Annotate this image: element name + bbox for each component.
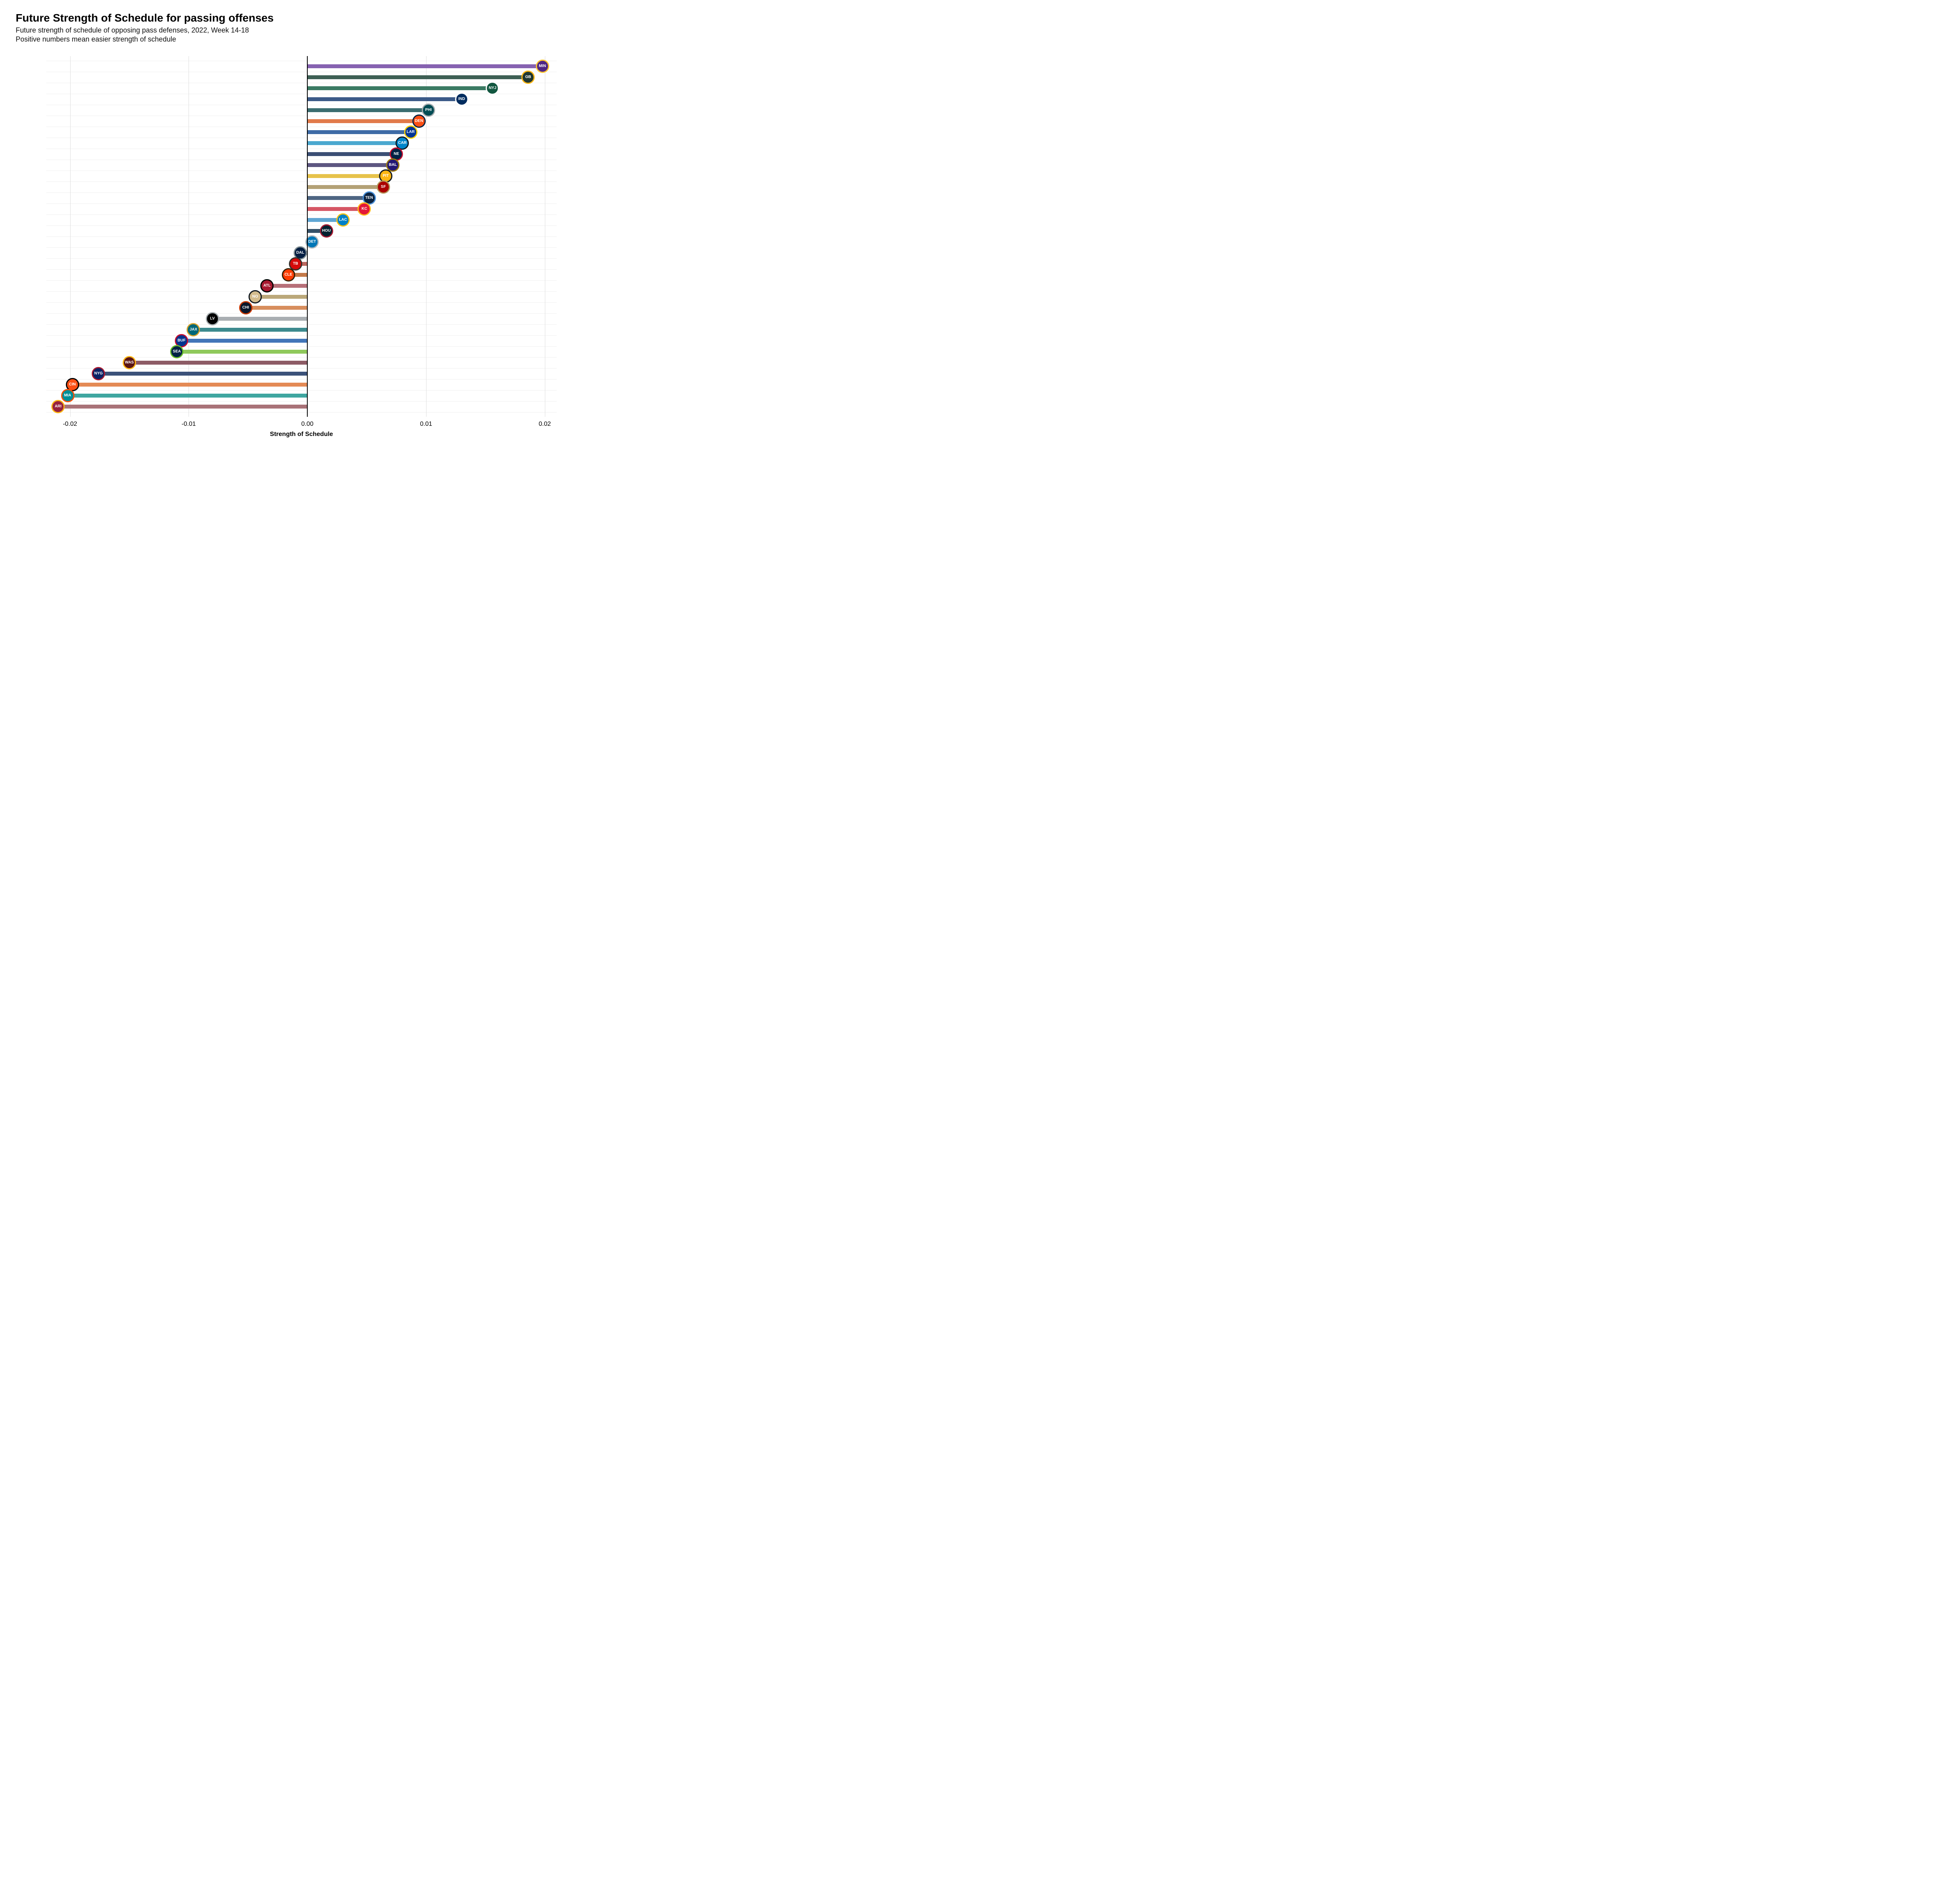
x-tick-label: 0.00 [301, 421, 314, 428]
x-tick-label: 0.02 [539, 421, 551, 428]
bar-det [307, 240, 312, 244]
plot-panel: Strength of Schedule -0.02-0.010.000.010… [46, 56, 557, 417]
y-gridline [46, 390, 557, 391]
bar-lv [212, 317, 307, 321]
y-gridline [46, 291, 557, 292]
bar-car [307, 141, 402, 145]
bar-ind [307, 97, 462, 101]
y-gridline [46, 368, 557, 369]
bar-atl [267, 284, 307, 288]
bar-chi [246, 306, 307, 310]
subtitle-line-2: Positive numbers mean easier strength of… [16, 35, 176, 43]
bar-mia [68, 394, 308, 398]
chart-area: Strength of Schedule -0.02 -0.01 0.00 0.01 0… [16, 52, 572, 444]
bar-lar [307, 130, 410, 134]
bar-phi [307, 108, 428, 112]
y-gridline [46, 280, 557, 281]
chart-subtitle: Future strength of schedule of opposing … [16, 26, 572, 44]
bar-gb [307, 75, 528, 79]
bar-tb [296, 262, 307, 266]
subtitle-line-1: Future strength of schedule of opposing … [16, 26, 249, 34]
bar-jax [193, 328, 307, 332]
x-tick-label: -0.01 [181, 421, 196, 428]
bar-min [307, 64, 543, 68]
bar-was [129, 361, 307, 365]
bar-hou [307, 229, 326, 233]
bar-bal [307, 163, 393, 167]
y-gridline [46, 346, 557, 347]
bar-ari [58, 405, 307, 409]
y-gridline [46, 269, 557, 270]
x-gridline [70, 56, 71, 417]
x-axis-title: Strength of Schedule [270, 431, 333, 438]
y-gridline [46, 236, 557, 237]
x-tick-label: -0.02 [63, 421, 77, 428]
zero-line [307, 56, 308, 417]
bar-sf [307, 185, 383, 189]
bar-kc [307, 207, 364, 211]
y-gridline [46, 357, 557, 358]
y-gridline [46, 313, 557, 314]
bar-buf [181, 339, 307, 343]
bar-lac [307, 218, 343, 222]
bar-den [307, 119, 419, 123]
chart-title: Future Strength of Schedule for passing … [16, 12, 572, 24]
y-gridline [46, 335, 557, 336]
y-gridline [46, 247, 557, 248]
bar-cin [73, 383, 308, 387]
x-tick-label: 0.01 [420, 421, 432, 428]
bar-ten [307, 196, 369, 200]
bar-nyg [98, 372, 307, 376]
bar-pit [307, 174, 386, 178]
y-gridline [46, 302, 557, 303]
bar-dal [300, 251, 307, 255]
y-gridline [46, 225, 557, 226]
y-gridline [46, 203, 557, 204]
bar-ne [307, 152, 396, 156]
y-gridline [46, 214, 557, 215]
chart-container: Future Strength of Schedule for passing … [0, 0, 588, 460]
y-gridline [46, 258, 557, 259]
bar-no [255, 295, 307, 299]
bar-cle [289, 273, 307, 277]
y-gridline [46, 324, 557, 325]
y-gridline [46, 379, 557, 380]
bar-nyj [307, 86, 492, 90]
bar-sea [177, 350, 307, 354]
